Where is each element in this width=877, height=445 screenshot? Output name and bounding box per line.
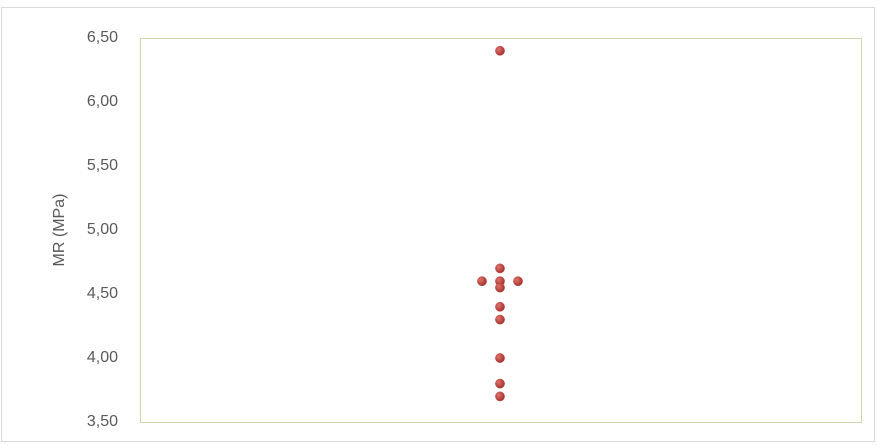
y-tick-label: 6,50 bbox=[87, 29, 118, 46]
plot-area bbox=[140, 38, 862, 423]
chart-border bbox=[1, 7, 875, 442]
data-point bbox=[495, 263, 505, 274]
data-point bbox=[513, 276, 523, 287]
data-point bbox=[495, 301, 505, 312]
data-point bbox=[495, 314, 505, 325]
y-tick-label: 4,50 bbox=[87, 285, 118, 302]
data-point bbox=[495, 391, 505, 402]
data-point bbox=[495, 282, 505, 293]
data-point bbox=[477, 276, 487, 287]
y-axis-label: MR (MPa) bbox=[51, 194, 68, 267]
y-tick-label: 5,00 bbox=[87, 221, 118, 238]
data-point bbox=[495, 45, 505, 56]
y-tick-label: 3,50 bbox=[87, 413, 118, 430]
data-point bbox=[495, 353, 505, 363]
y-tick-label: 6,00 bbox=[87, 93, 118, 110]
data-point bbox=[495, 378, 505, 389]
y-tick-label: 4,00 bbox=[87, 349, 118, 366]
y-tick-label: 5,50 bbox=[87, 157, 118, 174]
